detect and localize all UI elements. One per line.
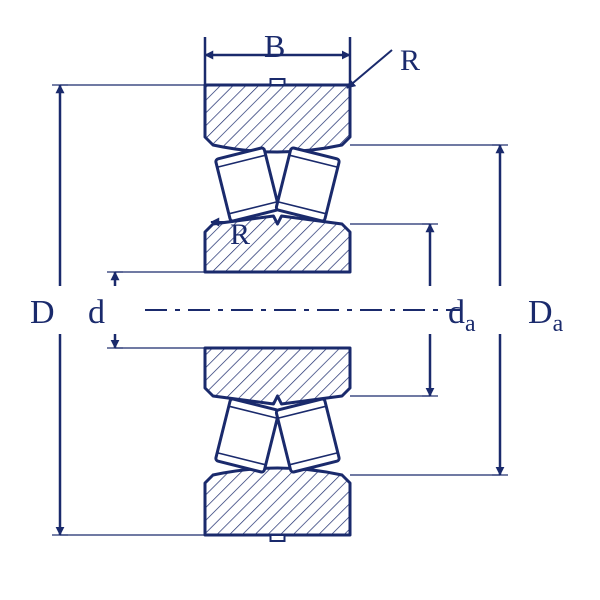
diagram-stage: B R R D d da Da bbox=[0, 0, 600, 600]
label-D: D bbox=[30, 294, 55, 332]
label-R-outer: R bbox=[400, 44, 420, 78]
label-R-inner: R bbox=[230, 218, 250, 252]
label-d: d bbox=[88, 294, 105, 332]
label-Da: Da bbox=[528, 294, 563, 338]
label-da: da bbox=[448, 294, 476, 338]
label-B: B bbox=[264, 28, 285, 65]
